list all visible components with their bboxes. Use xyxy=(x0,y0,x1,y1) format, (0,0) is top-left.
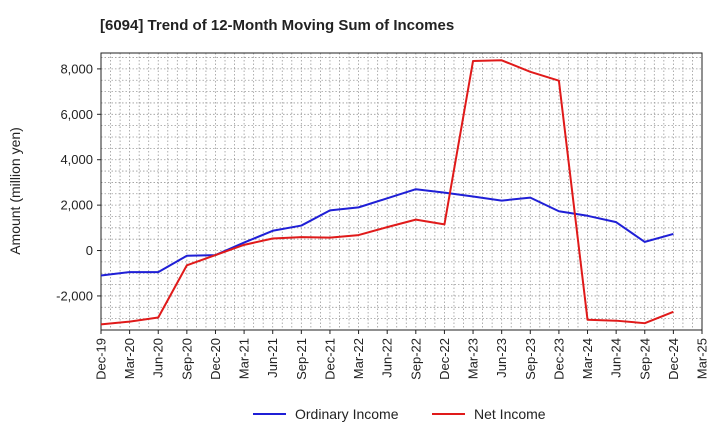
x-tick-label: Dec-24 xyxy=(666,338,681,380)
x-tick-label: Dec-19 xyxy=(94,338,109,380)
x-tick-label: Mar-20 xyxy=(122,338,137,379)
y-tick-label: 2,000 xyxy=(60,198,93,213)
grid-lines xyxy=(101,53,702,330)
x-tick-label: Mar-23 xyxy=(466,338,481,379)
x-tick-label: Dec-21 xyxy=(322,338,337,380)
y-tick-label: 6,000 xyxy=(60,107,93,122)
x-tick-label: Jun-20 xyxy=(151,338,166,378)
series-lines xyxy=(100,59,674,326)
chart-title: [6094] Trend of 12-Month Moving Sum of I… xyxy=(100,17,454,34)
x-tick-label: Mar-24 xyxy=(580,338,595,379)
y-axis-label: Amount (million yen) xyxy=(7,127,23,255)
x-tick-label: Sep-23 xyxy=(523,338,538,380)
x-tick-label: Mar-25 xyxy=(695,338,710,379)
y-tick-label: -2,000 xyxy=(56,288,93,303)
x-tick-label: Mar-21 xyxy=(237,338,252,379)
x-tick-label: Jun-21 xyxy=(265,338,280,378)
x-tick-label: Dec-23 xyxy=(551,338,566,380)
x-tick-label: Sep-20 xyxy=(179,338,194,380)
x-axis: Dec-19 Mar-20 Jun-20 Sep-20 Dec-20 Mar-21 Jun-… xyxy=(94,330,710,380)
x-tick-label: Sep-21 xyxy=(294,338,309,380)
net-income-legend-label: Net Income xyxy=(474,406,546,422)
x-tick-label: Jun-23 xyxy=(494,338,509,378)
y-tick-label: 8,000 xyxy=(60,61,93,76)
x-tick-label: Jun-24 xyxy=(609,338,624,378)
y-tick-label: 0 xyxy=(86,243,93,258)
x-tick-label: Sep-24 xyxy=(637,338,652,380)
x-tick-label: Mar-22 xyxy=(351,338,366,379)
y-tick-label: 4,000 xyxy=(60,152,93,167)
plot-frame xyxy=(100,52,703,331)
x-tick-label: Dec-20 xyxy=(208,338,223,380)
x-tick-label: Sep-22 xyxy=(408,338,423,380)
net-income-line xyxy=(100,59,674,326)
x-tick-label: Dec-22 xyxy=(437,338,452,380)
ordinary-income-legend-label: Ordinary Income xyxy=(295,406,399,422)
y-axis: -2,000 0 2,000 4,000 6,000 8,000 xyxy=(56,61,101,303)
ordinary-income-line xyxy=(100,188,674,277)
x-tick-label: Jun-22 xyxy=(380,338,395,378)
legend: Ordinary Income Net Income xyxy=(253,406,546,422)
